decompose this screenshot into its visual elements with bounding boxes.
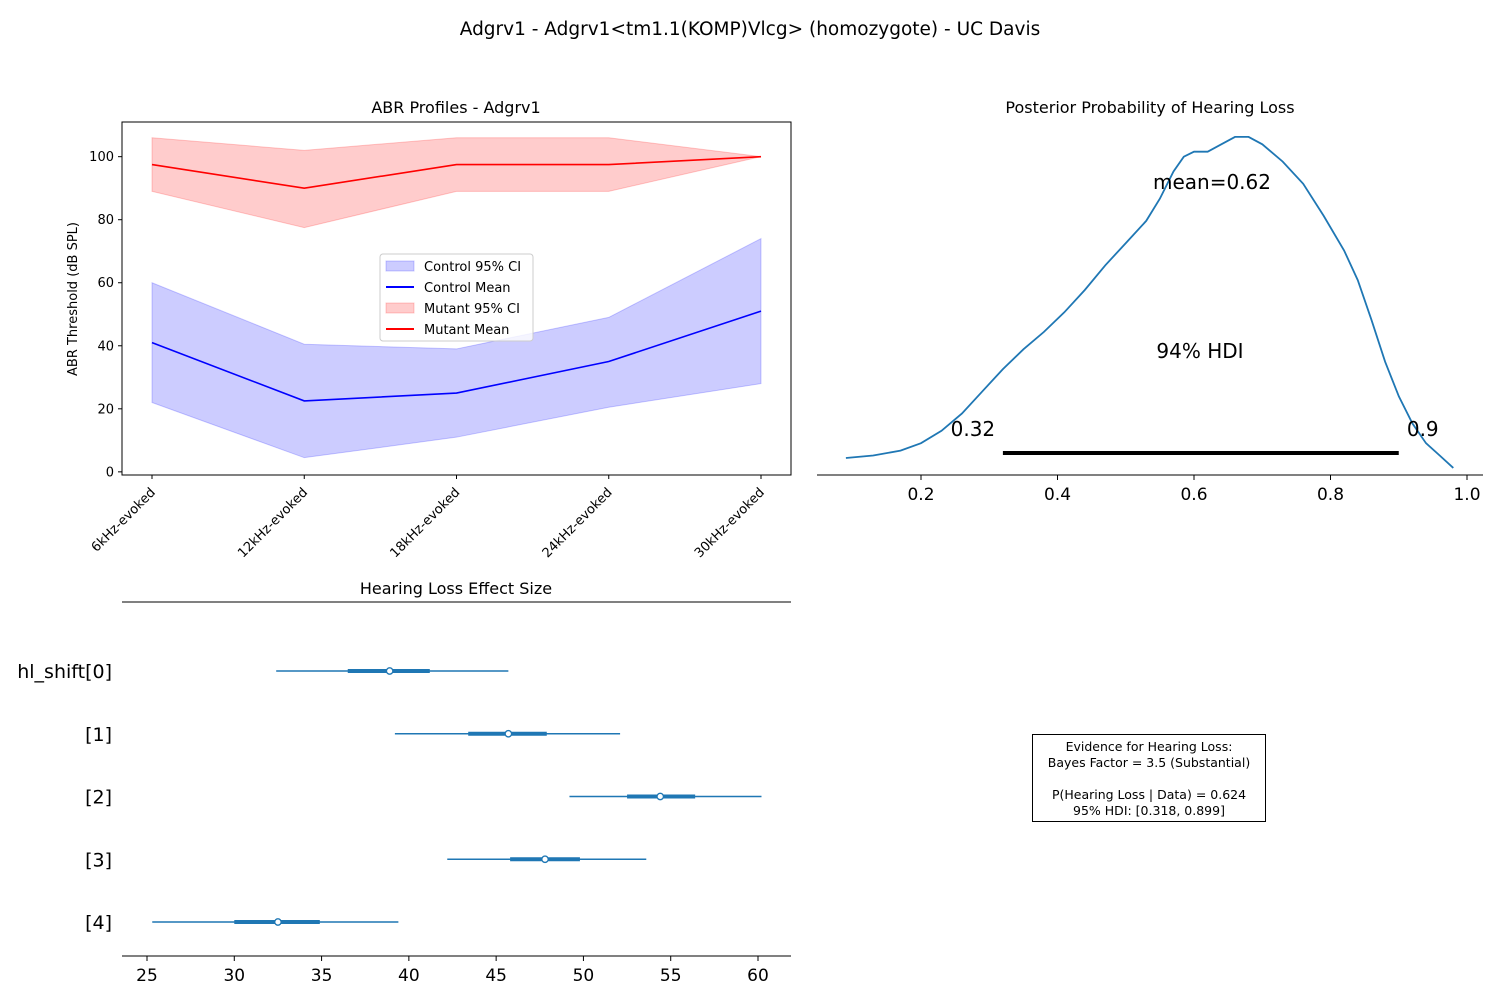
forest-row: [3] bbox=[85, 849, 647, 871]
abr-y-ticks: 0 20 40 60 80 100 bbox=[89, 150, 122, 480]
abr-x-tick-label: 6kHz-evoked bbox=[89, 485, 159, 555]
abr-y-tick-label: 100 bbox=[89, 150, 114, 165]
forest-title: Hearing Loss Effect Size bbox=[360, 579, 552, 598]
forest-mean-point bbox=[274, 918, 282, 926]
posterior-x-tick-label: 0.8 bbox=[1317, 485, 1344, 505]
abr-y-label: ABR Threshold (dB SPL) bbox=[66, 222, 81, 376]
forest-rows: hl_shift[0] [1] [2] [3] [4] bbox=[17, 661, 762, 934]
legend-swatch-control-ci bbox=[385, 260, 415, 272]
abr-profiles-panel: ABR Profiles - Adgrv1 0 20 40 60 80 100 6kHz-… bbox=[66, 98, 792, 561]
forest-mean-point bbox=[656, 792, 665, 801]
control-mean-line bbox=[151, 310, 762, 402]
abr-x-tick-label: 12kHz-evoked bbox=[235, 485, 311, 561]
abr-y-tick-label: 0 bbox=[106, 465, 114, 480]
control-ci-band bbox=[151, 237, 762, 459]
evidence-hdi: 95% HDI: [0.318, 0.899] bbox=[1073, 803, 1225, 818]
hdi-high-label: 0.9 bbox=[1407, 417, 1439, 441]
forest-row-label: [4] bbox=[85, 912, 112, 934]
forest-x-tick-label: 45 bbox=[485, 966, 507, 986]
posterior-title: Posterior Probability of Hearing Loss bbox=[1005, 98, 1294, 117]
forest-x-tick-label: 35 bbox=[311, 966, 333, 986]
legend-frame bbox=[379, 253, 534, 342]
forest-row: [2] bbox=[85, 787, 762, 809]
hdi-label: 94% HDI bbox=[1156, 339, 1243, 363]
forest-x-tick-label: 25 bbox=[136, 966, 158, 986]
posterior-x-tick-label: 0.2 bbox=[907, 485, 934, 505]
forest-row-label: [3] bbox=[85, 849, 112, 871]
legend-label-control-ci: Control 95% CI bbox=[424, 260, 521, 275]
forest-row-label: [2] bbox=[85, 787, 112, 809]
legend-label-control-mean: Control Mean bbox=[424, 281, 511, 296]
forest-row: [4] bbox=[85, 912, 399, 934]
legend-label-mutant-ci: Mutant 95% CI bbox=[424, 302, 520, 317]
abr-bands bbox=[151, 137, 762, 459]
abr-title: ABR Profiles - Adgrv1 bbox=[371, 98, 540, 117]
abr-y-tick-label: 60 bbox=[97, 276, 114, 291]
legend-swatch-mutant-ci bbox=[385, 302, 415, 314]
posterior-x-tick-label: 0.4 bbox=[1044, 485, 1071, 505]
evidence-heading: Evidence for Hearing Loss: bbox=[1065, 739, 1233, 754]
forest-row-label: [1] bbox=[85, 724, 112, 746]
forest-x-tick-label: 40 bbox=[398, 966, 420, 986]
abr-x-ticks: 6kHz-evoked 12kHz-evoked 18kHz-evoked 24kHz… bbox=[89, 475, 768, 561]
forest-mean-point bbox=[385, 667, 394, 675]
posterior-density-curve bbox=[845, 136, 1454, 469]
abr-x-tick-label: 24kHz-evoked bbox=[540, 485, 616, 561]
forest-x-tick-label: 55 bbox=[660, 966, 682, 986]
forest-x-tick-label: 50 bbox=[573, 966, 595, 986]
posterior-mean-label: mean=0.62 bbox=[1153, 170, 1271, 194]
forest-mean-point bbox=[504, 729, 513, 738]
forest-mean-point bbox=[541, 855, 549, 864]
abr-y-tick-label: 20 bbox=[97, 402, 114, 417]
evidence-box: Evidence for Hearing Loss: Bayes Factor … bbox=[1032, 734, 1266, 822]
posterior-x-ticks: 0.2 0.4 0.6 0.8 1.0 bbox=[907, 475, 1481, 505]
abr-mean-lines bbox=[151, 155, 762, 402]
forest-x-tick-label: 30 bbox=[223, 966, 245, 986]
evidence-bayes-factor: Bayes Factor = 3.5 (Substantial) bbox=[1047, 755, 1251, 770]
mutant-mean-line bbox=[151, 155, 762, 189]
posterior-x-tick-label: 0.6 bbox=[1180, 485, 1207, 505]
forest-row-label: hl_shift[0] bbox=[17, 661, 112, 683]
figure-suptitle: Adgrv1 - Adgrv1<tm1.1(KOMP)Vlcg> (homozy… bbox=[460, 19, 1041, 40]
mutant-ci-band bbox=[151, 137, 762, 229]
effect-size-panel: Hearing Loss Effect Size hl_shift[0] [1] [… bbox=[17, 579, 791, 986]
legend-label-mutant-mean: Mutant Mean bbox=[424, 323, 509, 338]
abr-x-tick-label: 18kHz-evoked bbox=[387, 485, 463, 561]
forest-x-tick-label: 60 bbox=[747, 966, 769, 986]
abr-legend: Control 95% CI Control Mean Mutant 95% C… bbox=[379, 253, 534, 342]
abr-x-tick-label: 30kHz-evoked bbox=[692, 485, 768, 561]
posterior-panel: Posterior Probability of Hearing Loss 0.… bbox=[817, 98, 1483, 505]
evidence-probability: P(Hearing Loss | Data) = 0.624 bbox=[1051, 787, 1247, 802]
forest-x-ticks: 25 30 35 40 45 50 55 60 bbox=[136, 956, 769, 986]
posterior-x-tick-label: 1.0 bbox=[1453, 485, 1480, 505]
abr-y-tick-label: 40 bbox=[97, 339, 114, 354]
abr-y-tick-label: 80 bbox=[97, 213, 114, 228]
forest-row: hl_shift[0] bbox=[17, 661, 509, 683]
forest-row: [1] bbox=[85, 724, 621, 746]
hdi-low-label: 0.32 bbox=[951, 417, 996, 441]
